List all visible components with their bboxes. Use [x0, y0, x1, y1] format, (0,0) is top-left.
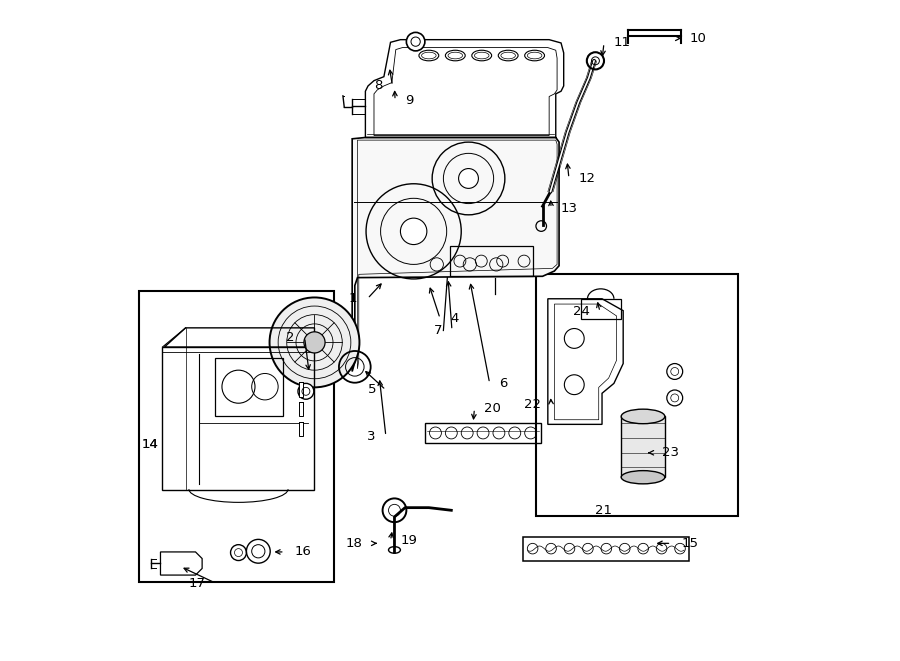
Text: 20: 20	[484, 402, 501, 415]
Text: 18: 18	[346, 537, 363, 550]
Circle shape	[298, 383, 314, 399]
Text: 22: 22	[524, 398, 541, 411]
Text: 14: 14	[142, 438, 158, 451]
Text: 2: 2	[286, 330, 294, 344]
Bar	[300, 402, 303, 416]
Circle shape	[667, 364, 683, 379]
Circle shape	[407, 32, 425, 51]
Text: 8: 8	[374, 79, 382, 93]
Text: 13: 13	[561, 202, 578, 215]
Text: 14: 14	[142, 438, 158, 451]
Text: 16: 16	[294, 545, 311, 559]
Text: 1: 1	[349, 292, 357, 305]
Text: 17: 17	[188, 576, 205, 590]
Ellipse shape	[621, 409, 665, 424]
Text: 5: 5	[367, 383, 376, 397]
Text: 21: 21	[596, 504, 612, 517]
Circle shape	[247, 539, 270, 563]
Text: 19: 19	[400, 534, 418, 547]
Polygon shape	[352, 137, 559, 371]
Circle shape	[667, 390, 683, 406]
Text: 4: 4	[450, 312, 458, 325]
Text: 10: 10	[689, 32, 706, 45]
Circle shape	[304, 332, 325, 353]
Text: 3: 3	[367, 430, 376, 443]
Bar	[300, 422, 303, 436]
Text: 11: 11	[614, 36, 631, 50]
Bar	[536, 274, 737, 516]
Text: 12: 12	[579, 172, 596, 185]
Circle shape	[400, 218, 427, 245]
Text: 6: 6	[500, 377, 508, 390]
Bar	[621, 416, 665, 477]
Text: 7: 7	[434, 324, 442, 337]
Ellipse shape	[621, 471, 665, 484]
Bar	[140, 291, 334, 582]
Text: 9: 9	[405, 94, 413, 107]
Text: 23: 23	[662, 446, 679, 459]
Text: 15: 15	[681, 537, 698, 550]
Circle shape	[459, 169, 479, 188]
Bar	[300, 382, 303, 397]
Text: 24: 24	[573, 305, 590, 319]
Circle shape	[269, 297, 359, 387]
